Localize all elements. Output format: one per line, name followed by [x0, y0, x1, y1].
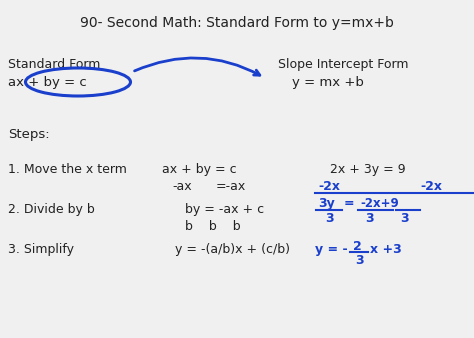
Text: 3y: 3y — [318, 197, 335, 210]
Text: y = -: y = - — [315, 243, 347, 256]
Text: -ax: -ax — [172, 180, 191, 193]
Text: y = -(a/b)x + (c/b): y = -(a/b)x + (c/b) — [175, 243, 290, 256]
Text: 2x + 3y = 9: 2x + 3y = 9 — [330, 163, 406, 176]
Text: x +3: x +3 — [370, 243, 402, 256]
Text: -2x+9: -2x+9 — [360, 197, 399, 210]
Text: =: = — [344, 197, 355, 210]
Text: by = -ax + c: by = -ax + c — [185, 203, 264, 216]
Text: Slope Intercept Form: Slope Intercept Form — [278, 58, 409, 71]
Text: ax + by = c: ax + by = c — [162, 163, 237, 176]
Text: ax + by = c: ax + by = c — [8, 76, 87, 89]
Text: 3. Simplify: 3. Simplify — [8, 243, 74, 256]
Text: b    b    b: b b b — [185, 220, 241, 233]
Text: -2x: -2x — [318, 180, 340, 193]
Text: -2x: -2x — [420, 180, 442, 193]
Text: 90- Second Math: Standard Form to y=mx+b: 90- Second Math: Standard Form to y=mx+b — [80, 16, 394, 30]
Text: 3: 3 — [365, 212, 374, 225]
Text: 2. Divide by b: 2. Divide by b — [8, 203, 95, 216]
Text: 3: 3 — [355, 254, 364, 267]
Text: =-ax: =-ax — [216, 180, 246, 193]
Text: Steps:: Steps: — [8, 128, 50, 141]
Text: y = mx +b: y = mx +b — [292, 76, 364, 89]
Text: Standard Form: Standard Form — [8, 58, 100, 71]
Text: 3: 3 — [325, 212, 334, 225]
Text: 1. Move the x term: 1. Move the x term — [8, 163, 127, 176]
Text: 2: 2 — [353, 240, 362, 253]
Text: 3: 3 — [400, 212, 409, 225]
